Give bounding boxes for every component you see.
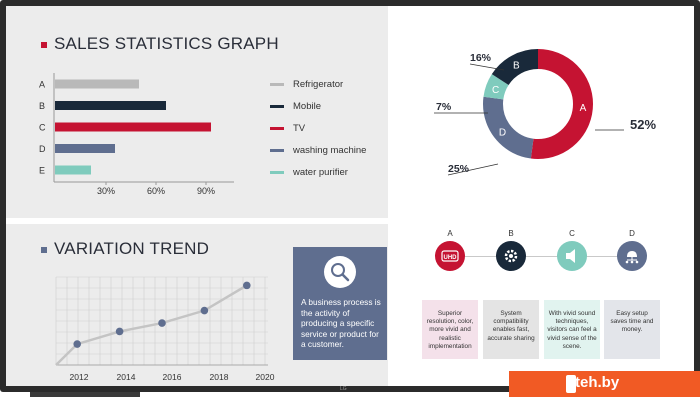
bar-A <box>55 79 139 89</box>
trend-point <box>158 319 166 327</box>
bar-B <box>55 101 166 110</box>
trend-point <box>115 327 124 336</box>
feature-letter: B <box>508 229 514 238</box>
donut-chart: A D C B 52% 25% 7% 16% <box>434 49 656 176</box>
trend-point <box>73 340 81 348</box>
sales-title: SALES STATISTICS GRAPH <box>54 34 279 53</box>
brand-logo-icon <box>566 375 576 393</box>
donut-slice-letter: D <box>499 128 506 139</box>
legend-label: Refrigerator <box>293 79 344 90</box>
bar-category-label: D <box>39 144 46 154</box>
feature-description: With vivid sound techniques, visitors ca… <box>544 300 600 359</box>
donut-leader-line <box>447 163 499 176</box>
legend-label: Mobile <box>293 101 321 112</box>
sales-title-marker <box>41 42 47 48</box>
trend-point <box>200 306 209 315</box>
brand-watermark-text: teh.by <box>575 374 620 391</box>
bar-category-label: E <box>39 166 45 176</box>
donut-slice-letter: C <box>492 85 499 96</box>
feature-connector-line <box>453 256 621 257</box>
info-card: A business process is the activity of pr… <box>293 247 387 360</box>
trend-x-tick-label: 2014 <box>117 372 136 382</box>
feature-letter: C <box>569 229 575 238</box>
tv-stand-left <box>30 392 140 397</box>
brand-watermark-bar <box>509 371 700 397</box>
donut-slice-D <box>483 49 593 159</box>
donut-slice-letter: B <box>513 61 520 72</box>
donut-slice-B <box>483 49 593 159</box>
tv-logo: LG <box>340 386 347 392</box>
trend-title-marker <box>41 247 47 253</box>
bar-E <box>55 165 91 175</box>
trend-line-chart: 2012 2014 2016 2018 2020 <box>55 276 275 382</box>
uhd-icon: UHD <box>435 241 465 271</box>
legend-label: water purifier <box>293 167 348 178</box>
bar-category-label: A <box>39 80 45 90</box>
tv-screen: SALES STATISTICS GRAPH A B C D E 30% 60% 90% Re… <box>6 6 694 386</box>
bar-category-label: C <box>39 123 46 133</box>
feature-description: Superior resolution, color, more vivid a… <box>422 300 478 359</box>
magnifier-icon <box>324 256 356 288</box>
trend-title: VARIATION TREND <box>54 239 210 258</box>
trend-line <box>55 284 248 366</box>
feature-description: System compatibility enables fast, accur… <box>483 300 539 359</box>
network-icon <box>617 241 647 271</box>
legend-swatch <box>270 127 284 130</box>
info-text: A business process is the activity of pr… <box>301 297 381 349</box>
legend-swatch <box>270 171 284 174</box>
donut-value-label: 16% <box>470 52 492 64</box>
trend-x-tick-label: 2020 <box>256 372 275 382</box>
donut-slice-letter: A <box>580 103 587 114</box>
legend-label: washing machine <box>293 145 367 156</box>
bar-C <box>55 122 211 132</box>
gear-icon <box>496 241 526 271</box>
trend-x-tick-label: 2012 <box>70 372 89 382</box>
feature-description: Easy setup saves time and money. <box>604 300 660 359</box>
bar-x-tick-label: 90% <box>197 186 215 196</box>
tv-bezel: SALES STATISTICS GRAPH A B C D E 30% 60% 90% Re… <box>0 0 700 392</box>
feature-letter: A <box>447 229 453 238</box>
bar-x-tick-label: 60% <box>147 186 165 196</box>
feature-letter: D <box>629 229 635 238</box>
legend-swatch <box>270 83 284 86</box>
bar-D <box>55 144 115 153</box>
donut-value-label: 52% <box>630 117 656 132</box>
bar-category-label: B <box>39 101 45 111</box>
donut-leader-line <box>469 63 505 71</box>
bar-x-tick-label: 30% <box>97 186 115 196</box>
donut-value-label: 7% <box>436 101 452 113</box>
uhd-icon-text: UHD <box>444 255 458 261</box>
sales-bar-chart: A B C D E 30% 60% 90% <box>39 73 234 196</box>
donut-value-label: 25% <box>448 163 470 175</box>
legend-swatch <box>270 105 284 108</box>
legend-swatch <box>270 149 284 152</box>
legend-label: TV <box>293 123 306 134</box>
speaker-icon <box>557 241 587 271</box>
sales-panel: SALES STATISTICS GRAPH A B C D E 30% 60% 90% Re… <box>6 6 388 218</box>
trend-x-tick-label: 2018 <box>210 372 229 382</box>
trend-x-tick-label: 2016 <box>163 372 182 382</box>
trend-point <box>243 281 251 290</box>
